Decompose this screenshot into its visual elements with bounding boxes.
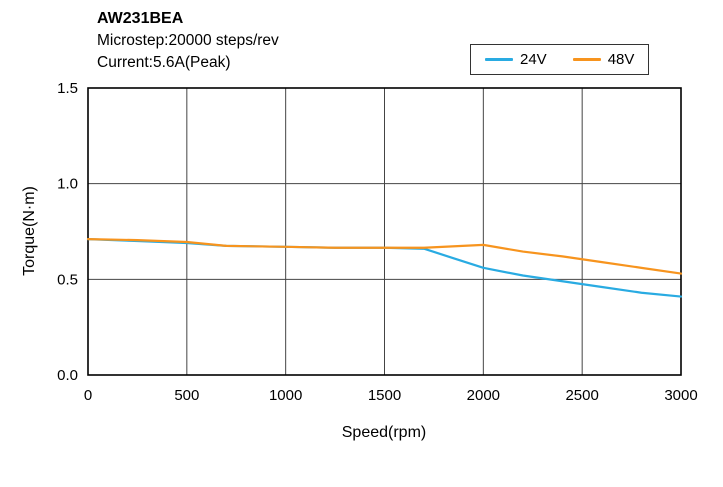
legend-label-24v: 24V xyxy=(520,51,547,68)
chart-subtitle-microstep: Microstep:20000 steps/rev xyxy=(97,32,279,49)
y-tick-label: 0.0 xyxy=(57,367,78,384)
legend: 24V 48V xyxy=(470,44,650,75)
plot-border xyxy=(87,87,682,376)
x-tick-label: 3000 xyxy=(664,387,697,404)
y-tick-label: 0.5 xyxy=(57,271,78,288)
legend-label-48v: 48V xyxy=(607,51,635,68)
series-line-48v xyxy=(86,238,683,275)
x-tick-label: 1000 xyxy=(269,387,302,404)
x-tick-label: 2000 xyxy=(467,387,500,404)
x-tick-label: 1500 xyxy=(368,387,401,404)
y-axis-label: Torque(N·m) xyxy=(21,186,38,276)
x-axis-label: Speed(rpm) xyxy=(341,424,427,441)
x-tick-label: 0 xyxy=(84,387,92,404)
chart-subtitle-current: Current:5.6A(Peak) xyxy=(97,54,231,71)
x-tick-label: 500 xyxy=(174,387,199,404)
y-tick-label: 1.5 xyxy=(57,80,78,97)
legend-item-24v: 24V xyxy=(485,51,547,68)
chart-header: AW231BEA Microstep:20000 steps/rev Curre… xyxy=(97,8,279,74)
y-tick-label: 1.0 xyxy=(57,176,78,193)
legend-swatch-48v-icon xyxy=(572,58,601,61)
chart-title: AW231BEA xyxy=(97,10,184,27)
legend-swatch-24v-icon xyxy=(485,58,513,61)
legend-item-48v: 48V xyxy=(572,51,635,68)
x-tick-label: 2500 xyxy=(565,387,598,404)
